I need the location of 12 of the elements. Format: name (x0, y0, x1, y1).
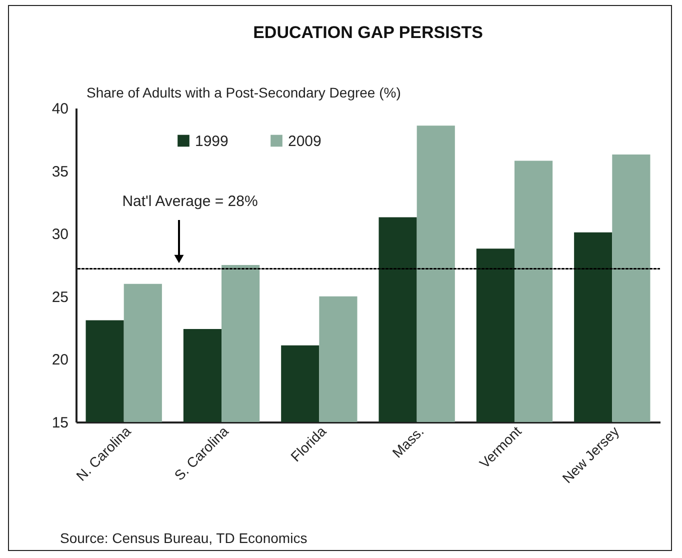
y-tick-label: 35 (52, 163, 68, 180)
legend-label: 2009 (288, 132, 322, 150)
y-tick-label: 20 (52, 352, 68, 369)
annotation: Nat'l Average = 28% (122, 193, 258, 210)
legend-label: 1999 (195, 132, 228, 150)
chart-title: EDUCATION GAP PERSISTS (253, 23, 483, 42)
y-tick-label: 30 (52, 226, 68, 244)
y-tick-label: 25 (52, 288, 68, 306)
y-tick-label: 15 (52, 414, 68, 432)
y-tick-label: 40 (52, 100, 68, 118)
y-axis-title: Share of Adults with a Post-Secondary Degree (%) (86, 84, 401, 100)
source-note: Source: Census Bureau, TD Economics (60, 530, 308, 546)
